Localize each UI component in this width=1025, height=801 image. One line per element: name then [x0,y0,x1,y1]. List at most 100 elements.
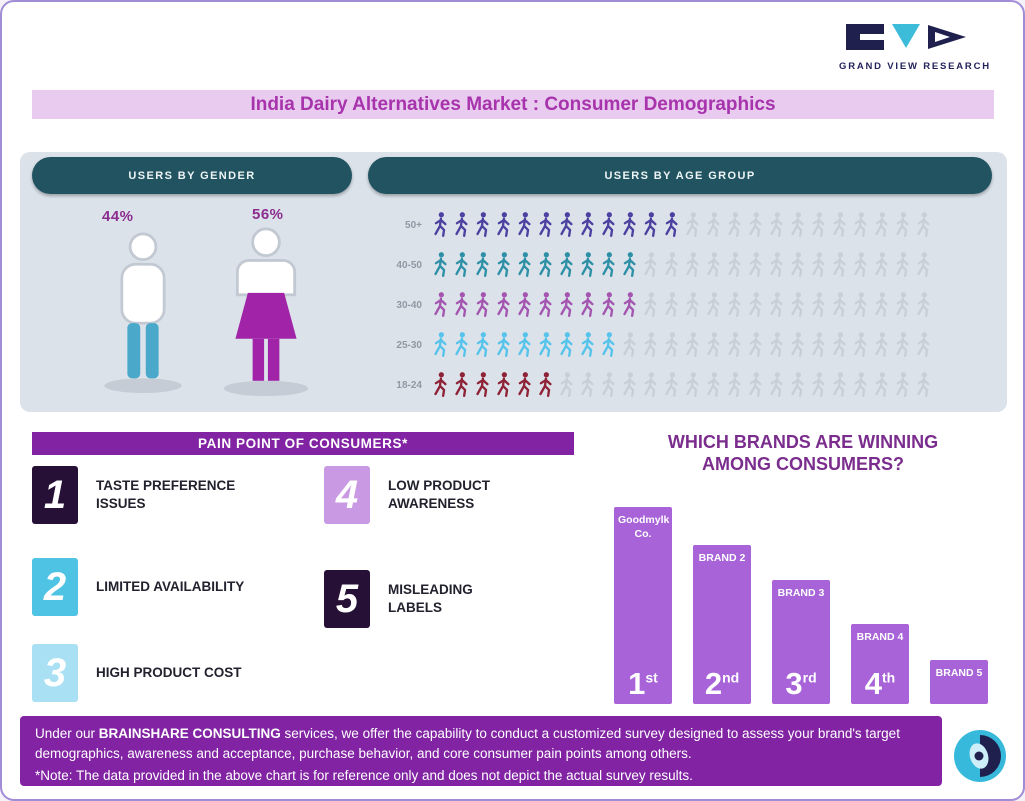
person-walking-icon [536,330,554,360]
person-walking-icon [788,210,806,240]
person-walking-icon [641,370,659,400]
person-walking-icon [515,370,533,400]
person-walking-icon [620,250,638,280]
brand-bar: BRAND 5 [930,660,988,704]
person-walking-icon [893,330,911,360]
person-walking-icon [683,250,701,280]
person-walking-icon [872,330,890,360]
person-walking-icon [662,210,680,240]
numeral-3-icon: 3 [32,644,78,702]
person-walking-icon [725,370,743,400]
person-walking-icon [746,370,764,400]
person-walking-icon [578,370,596,400]
brand-bar: Goodmylk Co. 1st [614,507,672,704]
person-walking-icon [683,210,701,240]
age-group-label: 25-30 [396,339,422,351]
person-walking-icon [536,370,554,400]
person-walking-icon [557,370,575,400]
person-walking-icon [683,330,701,360]
pain-point-label: LOW PRODUCT AWARENESS [388,477,490,511]
person-walking-icon [788,250,806,280]
age-group-label: 40-50 [396,259,422,271]
person-walking-icon [683,290,701,320]
person-walking-icon [914,330,932,360]
person-walking-icon [641,290,659,320]
person-walking-icon [851,330,869,360]
brands-question-line2: AMONG CONSUMERS? [702,453,904,474]
person-walking-icon [914,370,932,400]
brands-question-line1: WHICH BRANDS ARE WINNING [667,432,939,452]
person-walking-icon [494,210,512,240]
male-figure-icon [97,228,189,403]
person-walking-icon [515,290,533,320]
person-walking-icon [599,290,617,320]
person-walking-icon [599,250,617,280]
pain-point-label: TASTE PREFERENCE ISSUES [96,477,236,511]
users-by-gender-header: USERS BY GENDER [32,157,352,194]
person-walking-icon [494,330,512,360]
numeral-1-icon: 1 [32,466,78,524]
users-by-gender-title: USERS BY GENDER [128,169,256,182]
person-walking-icon [851,210,869,240]
pain-point-label: LIMITED AVAILABILITY [96,578,245,594]
person-walking-icon [431,250,449,280]
person-walking-icon [809,210,827,240]
person-walking-icon [767,250,785,280]
person-walking-icon [641,250,659,280]
pain-points-header: PAIN POINT OF CONSUMERS* [32,432,574,455]
person-walking-icon [494,290,512,320]
person-walking-icon [767,370,785,400]
numeral-5-icon: 5 [324,570,370,628]
person-walking-icon [725,290,743,320]
footer-services-text: Under our BRAINSHARE CONSULTING services… [35,726,900,761]
person-walking-icon [557,250,575,280]
person-walking-icon [494,370,512,400]
person-walking-icon [704,210,722,240]
footer-note-text: *Note: The data provided in the above ch… [35,768,693,784]
person-walking-icon [557,210,575,240]
person-walking-icon [641,210,659,240]
person-walking-icon [683,370,701,400]
person-walking-icon [746,330,764,360]
person-walking-icon [830,330,848,360]
person-walking-icon [662,370,680,400]
person-walking-icon [746,250,764,280]
person-walking-icon [704,330,722,360]
numeral-4-icon: 4 [324,466,370,524]
age-group-label: 18-24 [396,379,422,391]
person-walking-icon [515,210,533,240]
users-by-age-header: USERS BY AGE GROUP [368,157,992,194]
person-walking-icon [452,330,470,360]
person-walking-icon [809,290,827,320]
person-walking-icon [851,370,869,400]
person-walking-icon [431,210,449,240]
person-walking-icon [746,290,764,320]
age-rows: 50+ 40-50 30-40 25-30 18-24 [374,205,996,405]
person-walking-icon [578,290,596,320]
person-walking-icon [893,250,911,280]
person-walking-icon [746,210,764,240]
title-banner: India Dairy Alternatives Market : Consum… [32,90,994,119]
person-walking-icon [578,330,596,360]
brand-bar: BRAND 2 2nd [693,545,751,704]
age-row: 30-40 [374,285,996,325]
person-walking-icon [767,330,785,360]
person-walking-icon [851,290,869,320]
person-walking-icon [452,370,470,400]
person-walking-icon [473,290,491,320]
person-walking-icon [914,290,932,320]
person-walking-icon [914,210,932,240]
person-walking-icon [725,330,743,360]
person-walking-icon [557,330,575,360]
person-walking-icon [872,290,890,320]
person-walking-icon [914,250,932,280]
age-group-label: 30-40 [396,299,422,311]
person-walking-icon [830,250,848,280]
person-walking-icon [893,290,911,320]
person-walking-icon [452,210,470,240]
person-walking-icon [473,370,491,400]
person-walking-icon [809,370,827,400]
brand-name: BRAND 4 [856,631,904,643]
person-walking-icon [452,290,470,320]
pain-point-item: 5 MISLEADING LABELS [324,570,508,628]
